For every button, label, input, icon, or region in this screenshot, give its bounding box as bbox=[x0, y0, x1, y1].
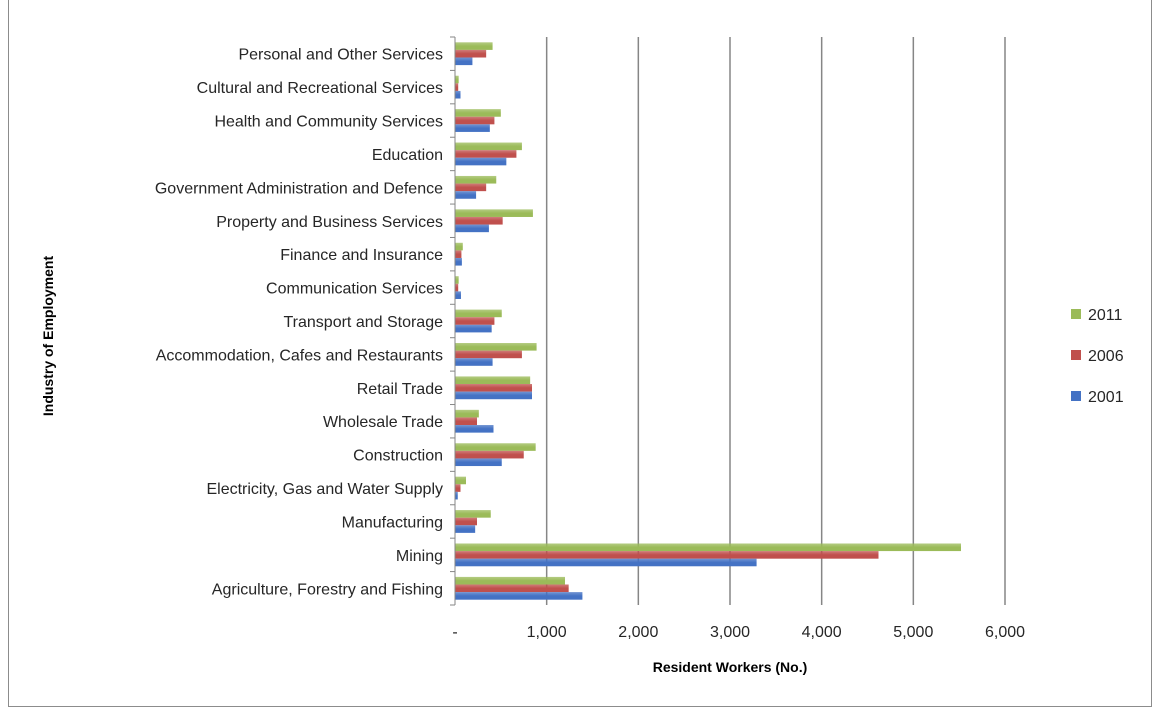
bar-2001-10 bbox=[455, 257, 462, 266]
bar-2011-8 bbox=[455, 309, 502, 318]
legend-label-2001: 2001 bbox=[1088, 389, 1124, 406]
x-tick-label: 6,000 bbox=[985, 624, 1025, 641]
category-label: Cultural and Recreational Services bbox=[197, 80, 443, 97]
bar-2011-15 bbox=[455, 75, 459, 84]
y-axis-title: Industry of Employment bbox=[40, 256, 56, 417]
legend-swatch-2001 bbox=[1071, 391, 1081, 401]
bar-2001-12 bbox=[455, 191, 477, 199]
category-label: Personal and Other Services bbox=[238, 47, 443, 64]
bar-2011-1 bbox=[455, 543, 961, 552]
bar-2001-0 bbox=[455, 592, 583, 600]
bar-2001-1 bbox=[455, 558, 757, 567]
bar-2001-3 bbox=[455, 491, 458, 500]
x-tick-label: 1,000 bbox=[527, 624, 567, 641]
bar-2006-3 bbox=[455, 484, 461, 492]
legend-swatch-2011 bbox=[1071, 309, 1081, 319]
bar-2006-1 bbox=[455, 551, 879, 559]
bar-2006-13 bbox=[455, 150, 517, 158]
category-label: Education bbox=[372, 147, 443, 164]
bar-2011-16 bbox=[455, 42, 493, 50]
category-label: Agriculture, Forestry and Fishing bbox=[212, 581, 443, 598]
bar-2001-13 bbox=[455, 157, 507, 166]
bar-2001-14 bbox=[455, 124, 490, 132]
bar-2001-4 bbox=[455, 458, 502, 467]
x-tick-label: - bbox=[452, 624, 457, 641]
category-labels: Agriculture, Forestry and Fishing Mining M… bbox=[155, 47, 443, 599]
x-tick-labels: - 1,000 2,000 3,000 4,000 5,000 6,000 bbox=[452, 624, 1025, 641]
category-label: Electricity, Gas and Water Supply bbox=[206, 481, 443, 498]
x-tick-label: 3,000 bbox=[710, 624, 750, 641]
bar-2001-15 bbox=[455, 90, 461, 99]
legend-label-2011: 2011 bbox=[1088, 307, 1123, 324]
legend-label-2006: 2006 bbox=[1088, 348, 1124, 365]
bar-2011-9 bbox=[455, 276, 459, 284]
bar-2011-7 bbox=[455, 343, 537, 351]
category-label: Communication Services bbox=[266, 281, 443, 298]
x-tick-label: 5,000 bbox=[893, 624, 933, 641]
category-label: Property and Business Services bbox=[216, 214, 443, 231]
category-label: Transport and Storage bbox=[284, 314, 444, 331]
category-label: Manufacturing bbox=[342, 514, 443, 531]
bar-2011-4 bbox=[455, 443, 536, 451]
bar-2001-7 bbox=[455, 358, 493, 366]
bar-2006-14 bbox=[455, 116, 495, 125]
bar-2001-8 bbox=[455, 324, 492, 333]
bars bbox=[455, 42, 961, 600]
category-label: Retail Trade bbox=[357, 381, 443, 398]
bar-2006-4 bbox=[455, 450, 524, 459]
bar-2006-6 bbox=[455, 384, 532, 392]
bar-2011-2 bbox=[455, 510, 491, 518]
bar-2006-7 bbox=[455, 350, 522, 359]
category-label: Mining bbox=[396, 548, 443, 565]
bar-2006-16 bbox=[455, 49, 487, 58]
bar-2006-10 bbox=[455, 250, 462, 258]
bar-2006-8 bbox=[455, 317, 495, 325]
bar-2011-13 bbox=[455, 142, 522, 151]
bar-2006-2 bbox=[455, 517, 477, 526]
bar-2001-2 bbox=[455, 525, 476, 533]
bar-2011-5 bbox=[455, 409, 479, 418]
bar-2006-9 bbox=[455, 283, 459, 292]
bar-2011-12 bbox=[455, 175, 497, 184]
category-label: Government Administration and Defence bbox=[155, 180, 443, 197]
axes bbox=[450, 36, 456, 606]
legend-swatch-2006 bbox=[1071, 350, 1081, 360]
legend: 2011 2006 2001 bbox=[1071, 307, 1124, 406]
bar-2006-0 bbox=[455, 584, 569, 593]
category-label: Finance and Insurance bbox=[280, 247, 443, 264]
gridlines bbox=[545, 37, 1006, 605]
bar-2006-5 bbox=[455, 417, 477, 426]
bar-2001-5 bbox=[455, 425, 494, 433]
bar-2006-15 bbox=[455, 83, 459, 91]
x-tick-label: 4,000 bbox=[802, 624, 842, 641]
category-label: Accommodation, Cafes and Restaurants bbox=[156, 347, 443, 364]
category-label: Health and Community Services bbox=[214, 114, 443, 131]
category-label: Construction bbox=[353, 448, 443, 465]
bar-2011-0 bbox=[455, 576, 565, 585]
bar-2001-11 bbox=[455, 224, 489, 233]
chart-svg: Agriculture, Forestry and Fishing Mining M… bbox=[40, 36, 1124, 675]
bar-2011-14 bbox=[455, 109, 501, 117]
chart-area: Agriculture, Forestry and Fishing Mining M… bbox=[8, 0, 1152, 707]
bar-2011-10 bbox=[455, 242, 463, 251]
category-label: Wholesale Trade bbox=[323, 414, 443, 431]
bar-2006-11 bbox=[455, 216, 503, 225]
x-axis-title: Resident Workers (No.) bbox=[653, 659, 808, 675]
bar-2011-11 bbox=[455, 209, 533, 217]
bar-2006-12 bbox=[455, 183, 487, 192]
bar-2011-6 bbox=[455, 376, 531, 385]
bar-2001-16 bbox=[455, 57, 473, 66]
bar-2001-9 bbox=[455, 291, 461, 299]
x-tick-label: 2,000 bbox=[618, 624, 658, 641]
bar-2001-6 bbox=[455, 391, 532, 400]
bar-2011-3 bbox=[455, 476, 466, 485]
